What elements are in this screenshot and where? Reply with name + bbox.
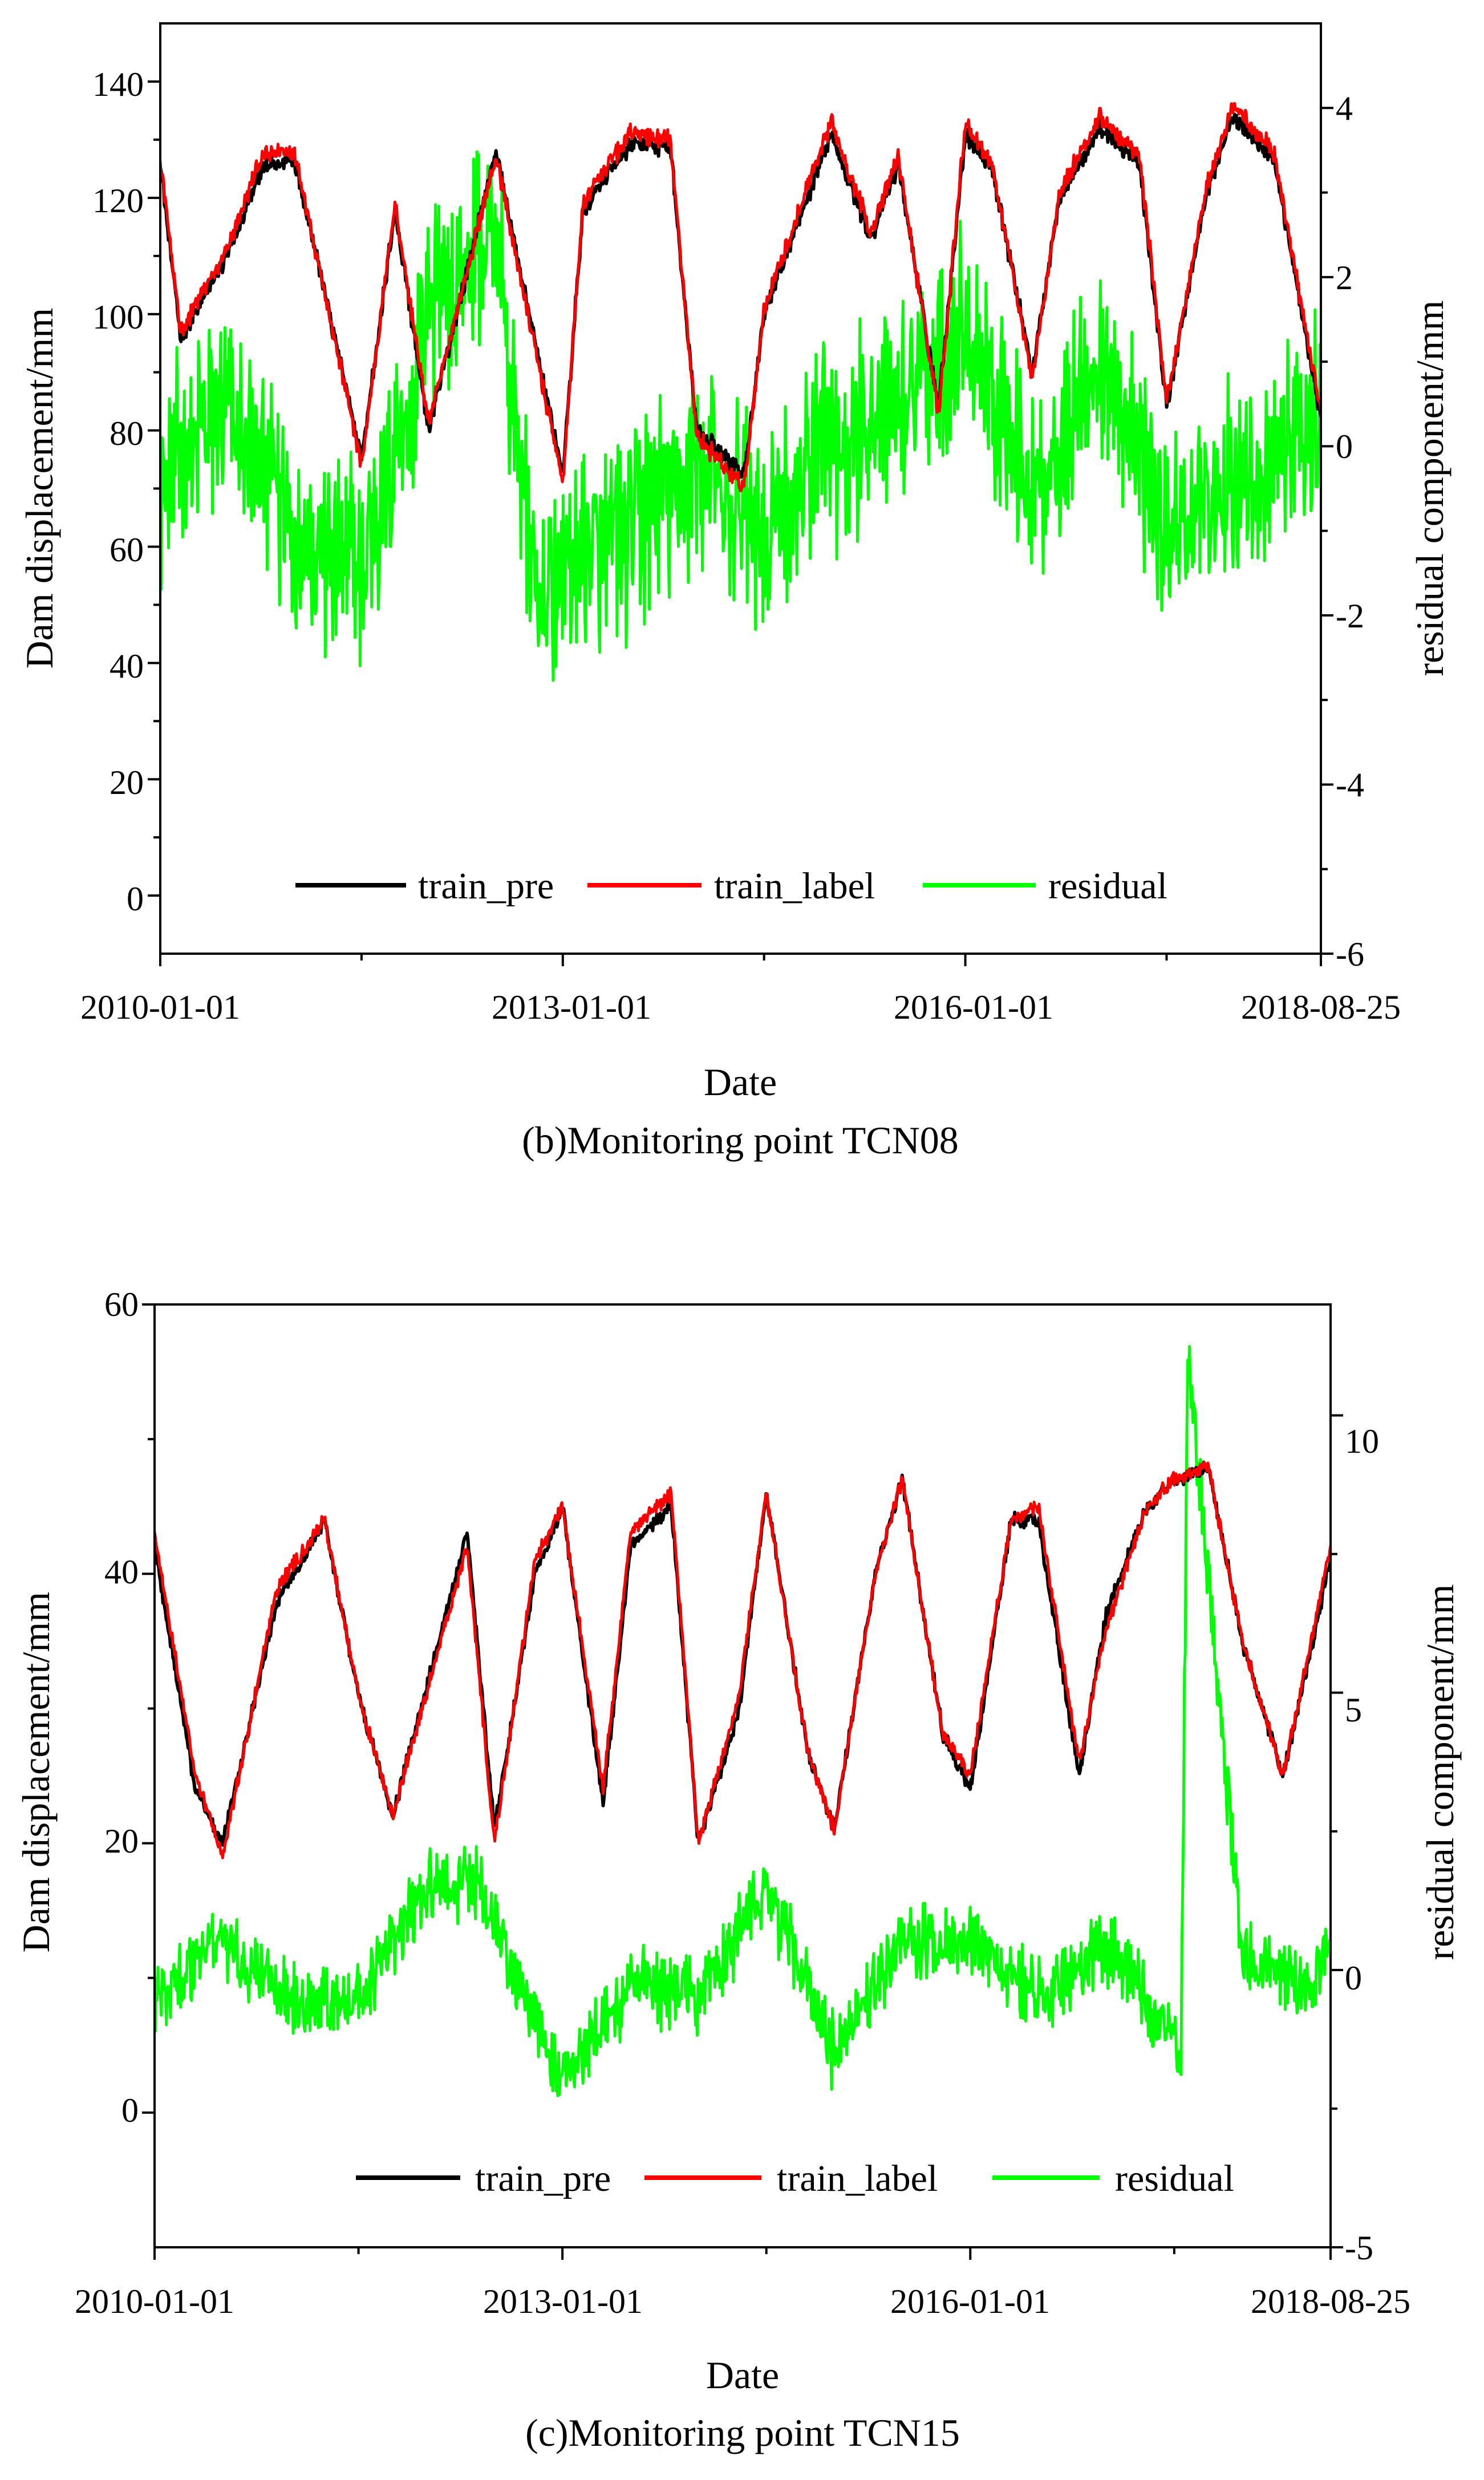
series-line-train-pre [155, 1460, 1331, 1847]
y-tick-label: 100 [92, 298, 144, 336]
series-line-train-label [160, 102, 1321, 493]
panel-c-plot-clip-group [155, 1345, 1331, 2097]
legend-label-train-label: train_label [777, 2158, 938, 2199]
y-tick-label: 20 [110, 764, 144, 801]
y2-tick-label: 10 [1345, 1423, 1379, 1460]
chart-panel-c: 2010-01-01 2013-01-01 2016-01-01 2018-08… [14, 1286, 1462, 2454]
x-axis-title: Date [706, 2353, 779, 2397]
y2-tick-label: 0 [1336, 428, 1353, 465]
y2-axis-title: residual component/mm [1418, 1584, 1462, 1960]
axis-ticks [142, 1303, 1343, 2260]
series-line-residual [155, 1345, 1331, 2097]
y-tick-label: 20 [104, 1822, 139, 1860]
y2-tick-label: -2 [1336, 597, 1364, 635]
chart-panel-b: 2010-01-01 2013-01-01 2016-01-01 2018-08… [18, 22, 1451, 1162]
y-tick-label: 60 [104, 1286, 139, 1323]
y-tick-label: 60 [110, 531, 144, 569]
y2-tick-label: -6 [1336, 935, 1364, 973]
legend: train_pre train_label residual [295, 865, 1167, 907]
x-tick-label: 2010-01-01 [80, 988, 240, 1026]
y-tick-label: 40 [104, 1553, 139, 1591]
axis-ticks [148, 80, 1333, 966]
y2-tick-label: -5 [1345, 2229, 1373, 2267]
x-tick-label: 2013-01-01 [492, 988, 651, 1026]
legend-label-train-pre: train_pre [475, 2158, 611, 2199]
legend-label-train-label: train_label [714, 865, 875, 907]
x-tick-label: 2018-08-25 [1241, 988, 1401, 1026]
series-line-train-label [155, 1461, 1331, 1859]
legend-label-residual: residual [1048, 865, 1167, 907]
series-line-residual [160, 150, 1321, 682]
y2-tick-label: 5 [1345, 1691, 1362, 1729]
y2-tick-label: 4 [1336, 90, 1353, 127]
x-axis-title: Date [704, 1060, 777, 1104]
panel-b-plot-clip-group [160, 102, 1321, 682]
x-tick-label: 2013-01-01 [483, 2283, 643, 2320]
x-tick-label: 2016-01-01 [894, 988, 1053, 1026]
y2-axis-title: residual component/mm [1408, 300, 1451, 676]
legend-label-residual: residual [1115, 2158, 1234, 2199]
panel-b-series-group [160, 102, 1321, 682]
x-tick-label: 2018-08-25 [1251, 2283, 1410, 2320]
legend-label-train-pre: train_pre [418, 865, 554, 907]
y-tick-label: 0 [127, 880, 144, 918]
y2-tick-label: 0 [1345, 1959, 1362, 1997]
y-tick-label: 80 [110, 415, 144, 452]
plot-frame [153, 1303, 1332, 2248]
y2-tick-label: 2 [1336, 259, 1353, 297]
legend: train_pre train_label residual [356, 2158, 1234, 2199]
y-tick-label: 40 [110, 647, 144, 685]
x-tick-label: 2016-01-01 [890, 2283, 1050, 2320]
y-tick-label: 0 [121, 2092, 139, 2129]
y-axis-title: Dam displacement/mm [14, 1592, 58, 1953]
x-tick-label: 2010-01-01 [75, 2283, 234, 2320]
panel-caption: (c)Monitoring point TCN15 [525, 2411, 960, 2454]
panel-caption: (b)Monitoring point TCN08 [522, 1119, 959, 1162]
panel-c-series-group [155, 1345, 1331, 2097]
y2-tick-label: -4 [1336, 766, 1364, 804]
y-tick-label: 140 [92, 66, 144, 103]
y-axis-title: Dam displacement/mm [18, 308, 61, 669]
y-tick-label: 120 [92, 182, 144, 220]
